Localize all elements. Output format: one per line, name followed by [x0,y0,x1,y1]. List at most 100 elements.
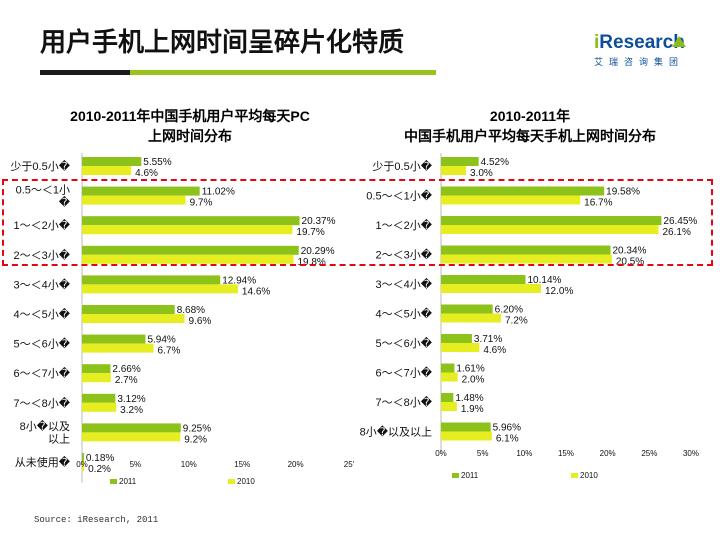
right-bar-2011 [441,275,526,284]
left-bar-2011 [82,157,142,166]
right-bar-2011 [441,245,611,255]
left-x-tick-label: 20% [288,460,304,469]
left-bar-2010 [82,462,85,471]
left-bar-2011 [82,393,116,403]
left-value-label-2010: 4.6% [135,168,158,179]
left-value-label-2010: 19.8% [297,257,325,268]
left-legend-swatch-2010 [228,479,235,484]
right-bar-2010 [441,254,612,264]
left-category-label: 从未使用� [15,456,71,469]
left-category-label: 0.5～＜1小 [16,183,70,196]
right-bar-2011 [441,216,662,225]
left-value-label-2011: 12.94% [222,275,256,286]
left-bar-2010 [82,373,111,383]
right-value-label-2011: 1.48% [455,393,483,404]
left-bar-2010 [82,314,185,323]
left-value-label-2010: 6.7% [158,346,181,357]
left-category-label: 7～＜8小� [13,397,70,410]
right-value-label-2011: 1.61% [456,364,484,375]
left-bar-2011 [82,275,221,285]
right-x-tick-label: 25% [641,449,657,458]
right-value-label-2010: 7.2% [505,316,528,327]
right-value-label-2010: 4.6% [483,345,506,356]
right-category-label: 2～＜3小� [375,249,432,262]
right-chart-title: 2010-2011年 中国手机用户平均每天手机上网时间分布 [380,106,680,146]
right-category-label: 6～＜7小� [375,367,432,380]
right-bar-2011 [441,334,472,343]
left-value-label-2011: 5.55% [143,157,171,168]
right-legend-label-2010: 2010 [580,471,598,480]
right-legend-swatch-2010 [571,473,578,478]
left-chart-title: 2010-2011年中国手机用户平均每天PC 上网时间分布 [40,106,340,146]
left-legend-label-2010: 2010 [237,477,255,486]
left-value-label-2010: 14.6% [242,286,270,297]
logo-letter-i: i [594,32,600,53]
right-x-tick-label: 10% [516,449,532,458]
right-value-label-2010: 16.7% [584,198,612,209]
right-value-label-2010: 6.1% [496,434,519,445]
left-category-label: 2～＜3小� [13,249,70,262]
left-value-label-2010: 3.2% [120,405,143,416]
right-value-label-2010: 1.9% [461,404,484,415]
logo-triangle-icon [672,36,686,47]
right-chart-title-line1: 2010-2011年 [489,108,571,124]
right-bar-2011 [441,186,605,196]
left-value-label-2011: 3.12% [117,394,145,405]
right-value-label-2011: 3.71% [474,334,502,345]
left-category-label: 6～＜7小� [13,367,70,380]
right-x-tick-label: 20% [600,449,616,458]
left-bar-2011 [82,216,300,226]
left-category-label: 少于0.5小� [10,160,70,173]
page-title: 用户手机上网时间呈碎片化特质 [40,27,405,57]
left-x-tick-label: 25' [344,460,355,469]
left-bar-2010 [82,343,154,353]
left-value-label-2011: 8.68% [177,305,205,316]
right-category-label: 7～＜8小� [375,396,432,409]
right-bar-2011 [441,393,454,402]
right-legend-swatch-2011 [452,473,459,478]
left-legend-swatch-2011 [110,479,117,484]
left-bar-2010 [82,166,132,175]
left-x-tick-label: 0% [76,460,88,469]
left-bar-2010 [82,195,186,205]
left-x-tick-label: 10% [181,460,197,469]
right-value-label-2010: 2.0% [462,375,485,386]
title-underline-dark [40,70,130,75]
left-bar-2010 [82,284,238,294]
left-x-tick-label: 15% [234,460,250,469]
right-value-label-2011: 5.96% [493,423,521,434]
left-bar-2011 [82,334,146,344]
left-category-label: 4～＜5小� [13,308,70,321]
right-value-label-2011: 20.34% [613,246,647,257]
right-x-tick-label: 15% [558,449,574,458]
left-category-label: 3～＜4小� [13,278,70,291]
left-x-tick-label: 5% [130,460,142,469]
left-category-label: 1～＜2小� [13,219,70,232]
right-value-label-2010: 3.0% [470,168,493,179]
left-value-label-2010: 19.7% [296,227,324,238]
left-chart-title-line1: 2010-2011年中国手机用户平均每天PC [70,108,310,124]
left-category-label: � [59,196,71,209]
right-bar-2010 [441,284,541,293]
right-bar-2011 [441,422,491,432]
left-value-label-2010: 9.6% [189,316,212,327]
highlight-box [2,179,713,266]
right-bar-2010 [441,372,458,382]
left-category-label: 以上 [48,433,70,446]
iresearch-logo: iResearch 艾瑞咨询集团 [594,32,694,72]
right-value-label-2011: 4.52% [481,157,509,168]
left-value-label-2011: 20.37% [302,216,336,227]
left-value-label-2010: 2.7% [115,375,138,386]
right-value-label-2011: 10.14% [528,275,562,286]
left-category-label: 8小�以及 [20,420,70,433]
right-value-label-2011: 26.45% [663,216,697,227]
right-bar-2010 [441,313,501,323]
logo-word: Research [599,32,685,53]
right-x-tick-label: 30% [683,449,699,458]
left-value-label-2011: 0.18% [86,453,114,464]
right-category-label: 5～＜6小� [375,337,432,350]
left-bar-2010 [82,225,293,235]
left-legend-label-2011: 2011 [119,477,137,486]
left-category-label: 5～＜6小� [13,338,70,351]
